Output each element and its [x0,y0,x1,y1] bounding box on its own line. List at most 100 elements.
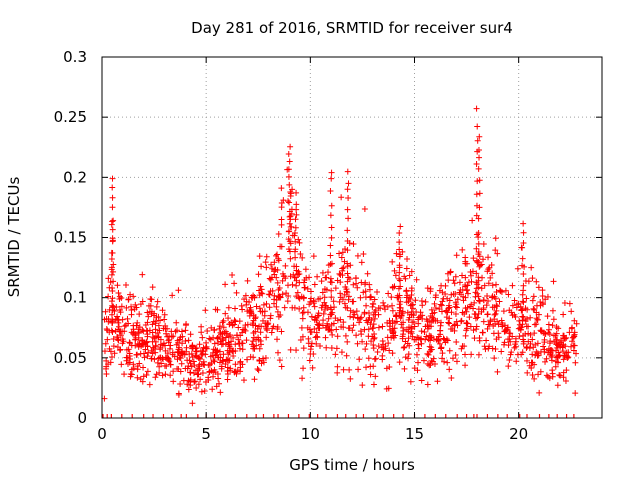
data-point [389,307,396,314]
data-point [347,307,354,314]
data-point [157,354,164,361]
data-point [109,249,116,256]
data-point [502,328,509,335]
data-point [306,274,313,281]
data-point [339,267,346,274]
data-point [286,181,293,188]
data-point [520,271,527,278]
data-point [299,310,306,317]
data-point [415,345,422,352]
data-point [411,336,418,343]
data-point [260,301,267,308]
data-point [263,334,270,341]
data-point [519,298,526,305]
data-point [475,234,482,241]
data-point [277,311,284,318]
data-point [493,336,500,343]
data-point [211,366,218,373]
data-point [321,286,328,293]
data-point [282,262,289,269]
data-point [174,348,181,355]
data-point [520,239,527,246]
data-point [228,338,235,345]
data-point [299,375,306,382]
data-point [218,363,225,370]
data-point [292,254,299,261]
data-point [439,298,446,305]
data-point [379,338,386,345]
data-point [414,367,421,374]
data-point [263,300,270,307]
data-point [224,330,231,337]
data-point [265,291,272,298]
data-point [222,310,229,317]
data-point [549,307,556,314]
data-point [431,300,438,307]
data-point [509,282,516,289]
data-point [447,326,454,333]
data-point [417,336,424,343]
data-point [140,350,147,357]
data-point [337,294,344,301]
data-point [492,320,499,327]
data-point [225,315,232,322]
data-point [340,264,347,271]
data-point [111,307,118,314]
data-point [173,327,180,334]
data-point [424,360,431,367]
data-point [301,277,308,284]
data-point [568,308,575,315]
data-point [424,285,431,292]
data-point [519,321,526,328]
x-tick-label: 0 [97,425,107,443]
data-point [250,343,257,350]
data-point [492,295,499,302]
data-point [390,334,397,341]
data-point [506,336,513,343]
data-point [518,324,525,331]
data-point [449,355,456,362]
data-point [418,340,425,347]
data-point [487,274,494,281]
data-point [257,337,264,344]
data-point [287,189,294,196]
data-point [560,369,567,376]
data-point [375,324,382,331]
y-axis-label: SRMTID / TECUs [5,177,23,298]
data-point [198,360,205,367]
data-point [225,341,232,348]
data-point [314,334,321,341]
data-point [436,306,443,313]
data-point [428,334,435,341]
data-point [197,376,204,383]
data-point [457,286,464,293]
data-point [347,313,354,320]
data-point [108,264,115,271]
data-point [244,277,251,284]
data-point [371,331,378,338]
data-point [413,351,420,358]
data-point [126,350,133,357]
data-point [199,347,206,354]
data-point [320,310,327,317]
data-point [202,351,209,358]
data-point [252,322,259,329]
data-point [446,366,453,373]
data-point [135,343,142,350]
data-point [179,351,186,358]
axis-ticks [101,56,602,419]
data-point [435,333,442,340]
data-point [474,314,481,321]
data-point [452,290,459,297]
data-point [458,317,465,324]
data-point [232,361,239,368]
data-point [393,318,400,325]
data-point [549,367,556,374]
data-point [353,280,360,287]
data-point [285,166,292,173]
data-point [476,204,483,211]
data-point [279,277,286,284]
data-point [523,295,530,302]
data-point [153,303,160,310]
data-point [453,358,460,365]
